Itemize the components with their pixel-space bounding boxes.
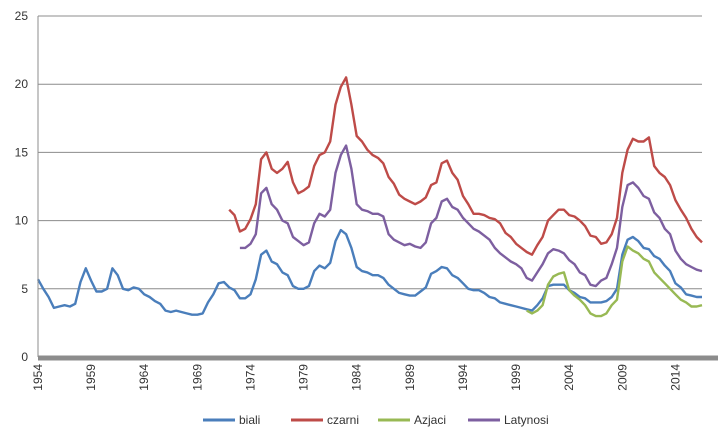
series-lines bbox=[36, 76, 703, 318]
x-tick-label: 1989 bbox=[403, 364, 417, 391]
x-tick-label: 1979 bbox=[297, 364, 311, 391]
series-line-azjaci bbox=[526, 245, 703, 318]
x-tick-label: 2014 bbox=[668, 364, 682, 391]
y-tick-label: 5 bbox=[21, 282, 28, 296]
legend-label-biali: biali bbox=[239, 413, 260, 427]
legend-label-latynosi: Latynosi bbox=[504, 413, 549, 427]
series-line-biali bbox=[36, 228, 702, 316]
x-tick-label: 1964 bbox=[137, 364, 151, 391]
x-tick-label: 1984 bbox=[350, 364, 364, 391]
y-axis: 0 5 10 15 20 25 bbox=[15, 9, 39, 364]
x-tick-label: 1974 bbox=[243, 364, 257, 391]
x-tick-label: 1954 bbox=[31, 364, 45, 391]
x-tick-label: 2009 bbox=[615, 364, 629, 391]
y-tick-label: 20 bbox=[15, 77, 29, 91]
y-tick-label: 25 bbox=[15, 9, 29, 23]
x-tick-label: 1969 bbox=[190, 364, 204, 391]
y-tick-label: 0 bbox=[21, 350, 28, 364]
y-tick-label: 15 bbox=[15, 145, 29, 159]
x-tick-label: 1999 bbox=[509, 364, 523, 391]
x-tick-label: 1959 bbox=[84, 364, 98, 391]
x-tick-label: 1994 bbox=[456, 364, 470, 391]
series-line-czarni bbox=[228, 76, 703, 256]
x-axis: 1954 1959 1964 1969 1974 1979 1984 1989 1994 1999… bbox=[31, 355, 718, 391]
series-line-latynosi bbox=[239, 144, 703, 288]
legend: biali czarni Azjaci Latynosi bbox=[203, 413, 549, 427]
legend-label-czarni: czarni bbox=[327, 413, 359, 427]
y-tick-label: 10 bbox=[15, 214, 29, 228]
legend-label-azjaci: Azjaci bbox=[414, 413, 446, 427]
x-tick-label: 2004 bbox=[562, 364, 576, 391]
